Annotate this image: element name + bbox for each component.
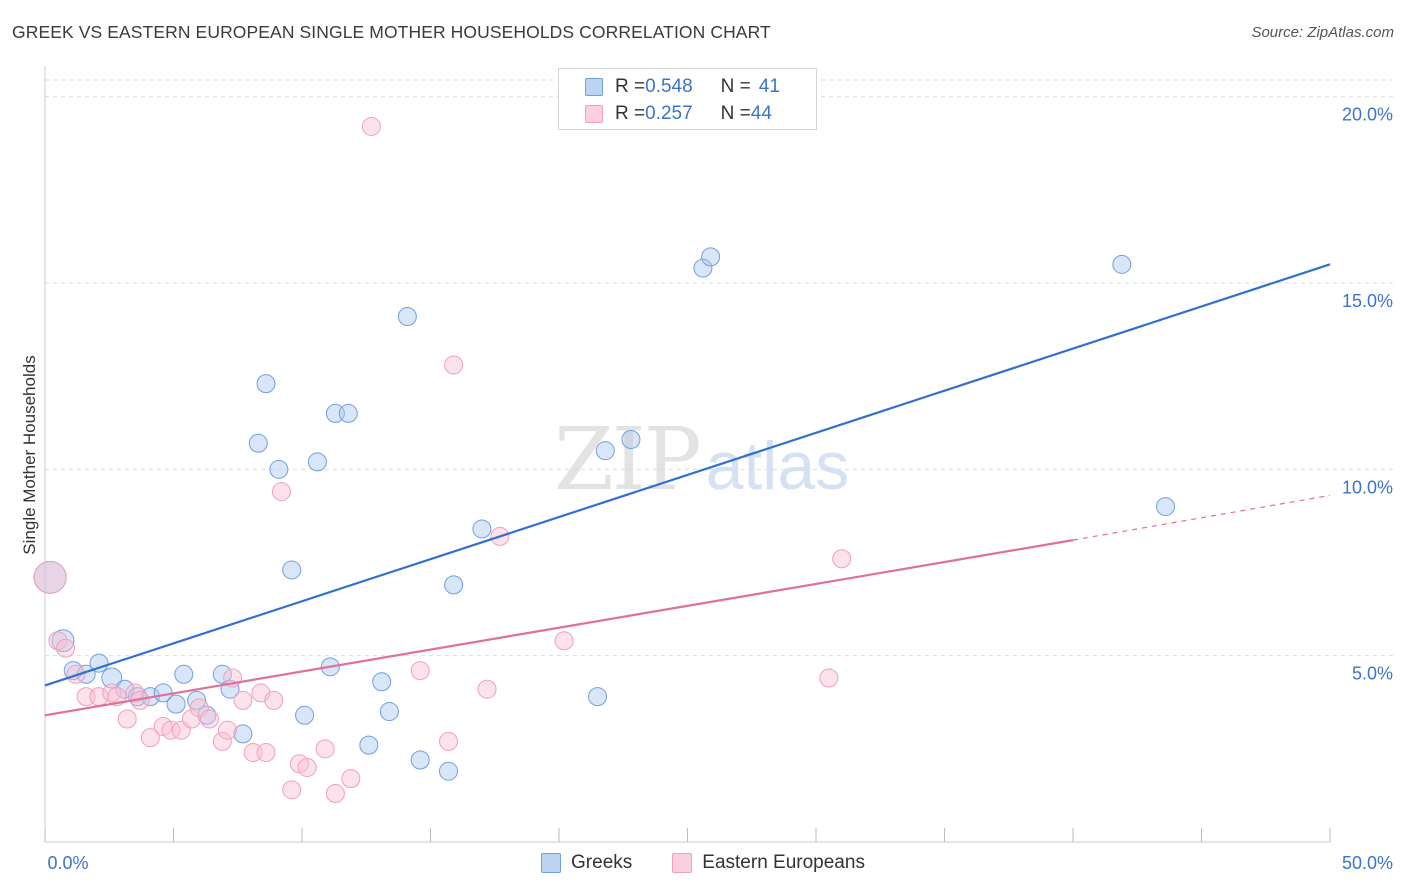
greek-point — [372, 672, 392, 692]
greek-point — [89, 653, 109, 673]
eastern-point — [444, 355, 464, 375]
eastern-trend-line — [44, 539, 1074, 717]
greek-point — [248, 433, 268, 453]
eastern-point — [264, 690, 284, 710]
greek-point — [438, 761, 458, 781]
greek-point — [588, 687, 608, 707]
greek-point — [166, 694, 186, 714]
eastern-n-value: 44 — [750, 103, 772, 124]
eastern-point — [56, 638, 76, 658]
greeks-r-value: 0.548 — [645, 76, 693, 97]
source-label: Source: ZipAtlas.com — [1251, 24, 1394, 41]
stats-legend: R = 0.548 N = 41 R = 0.257 N = 44 — [558, 68, 817, 130]
eastern-point — [554, 631, 574, 651]
y-tick-label: 10.0% — [1342, 477, 1393, 497]
greek-point — [701, 247, 721, 267]
eastern-r-label: R = — [615, 103, 646, 124]
eastern-point — [212, 731, 232, 751]
eastern-point — [361, 116, 381, 136]
y-tick-label: 15.0% — [1342, 291, 1393, 311]
greek-point — [233, 724, 253, 744]
eastern-point — [256, 743, 276, 763]
eastern-n-label: N = — [720, 103, 751, 124]
eastern-point — [161, 720, 181, 740]
greeks-r-label: R = — [615, 76, 646, 97]
greek-point — [472, 519, 492, 539]
eastern-legend-label: Eastern Europeans — [702, 852, 865, 873]
y-tick-label: 20.0% — [1342, 105, 1393, 125]
legend-item-eastern-europeans[interactable]: Eastern Europeans — [672, 852, 865, 874]
greek-point — [101, 667, 123, 689]
greek-point — [1112, 254, 1132, 274]
greek-point — [595, 441, 615, 461]
eastern-legend-swatch — [672, 853, 693, 873]
x-tick-label: 50.0% — [1342, 853, 1393, 873]
greeks-n-value: 41 — [758, 76, 780, 97]
eastern-swatch — [585, 105, 603, 123]
legend-row-greeks: R = 0.548 N = 41 — [585, 75, 780, 99]
chart-title: GREEK VS EASTERN EUROPEAN SINGLE MOTHER … — [12, 22, 771, 42]
eastern-point — [325, 784, 345, 804]
eastern-point — [315, 739, 335, 759]
eastern-point — [217, 720, 237, 740]
greeks-trend-line — [44, 263, 1331, 687]
greek-point — [410, 750, 430, 770]
greek-point — [295, 705, 315, 725]
eastern-point — [477, 679, 497, 699]
greek-point — [359, 735, 379, 755]
eastern-trend-extension — [1072, 494, 1331, 541]
x-tick-label: 0.0% — [47, 853, 88, 873]
eastern-point — [117, 709, 137, 729]
greek-point — [269, 459, 289, 479]
greek-point — [621, 430, 641, 450]
greek-point — [397, 307, 417, 327]
eastern-point — [102, 683, 122, 703]
greek-point — [444, 575, 464, 595]
eastern-point — [199, 709, 219, 729]
y-axis-label: Single Mother Households — [20, 355, 39, 555]
y-tick-label: 5.0% — [1352, 664, 1393, 684]
eastern-point — [140, 728, 160, 748]
eastern-point — [282, 780, 302, 800]
eastern-point — [819, 668, 839, 688]
greek-point — [693, 258, 713, 278]
greeks-n-label: N = — [720, 76, 751, 97]
greek-point — [282, 560, 302, 580]
eastern-r-value: 0.257 — [645, 103, 693, 124]
eastern-point — [438, 731, 458, 751]
eastern-point — [271, 482, 291, 502]
eastern-point — [341, 769, 361, 789]
series-legend: Greeks Eastern Europeans — [0, 852, 1406, 874]
greek-point — [212, 664, 232, 684]
greek-point — [174, 664, 194, 684]
eastern-point — [48, 631, 68, 651]
eastern-point — [33, 560, 67, 594]
eastern-point — [832, 549, 852, 569]
legend-row-eastern: R = 0.257 N = 44 — [585, 102, 772, 126]
greek-point — [51, 629, 75, 653]
greek-point — [256, 374, 276, 394]
greek-point — [338, 403, 358, 423]
eastern-point — [233, 690, 253, 710]
eastern-point — [410, 661, 430, 681]
greeks-legend-swatch — [541, 853, 562, 873]
greek-point — [307, 452, 327, 472]
greek-point — [197, 705, 217, 725]
greek-point — [187, 690, 207, 710]
greeks-swatch — [585, 78, 603, 96]
eastern-point — [297, 757, 317, 777]
greeks-legend-label: Greeks — [571, 852, 633, 873]
legend-item-greeks[interactable]: Greeks — [541, 852, 632, 874]
greek-point — [1156, 497, 1176, 517]
greek-point — [379, 702, 399, 722]
